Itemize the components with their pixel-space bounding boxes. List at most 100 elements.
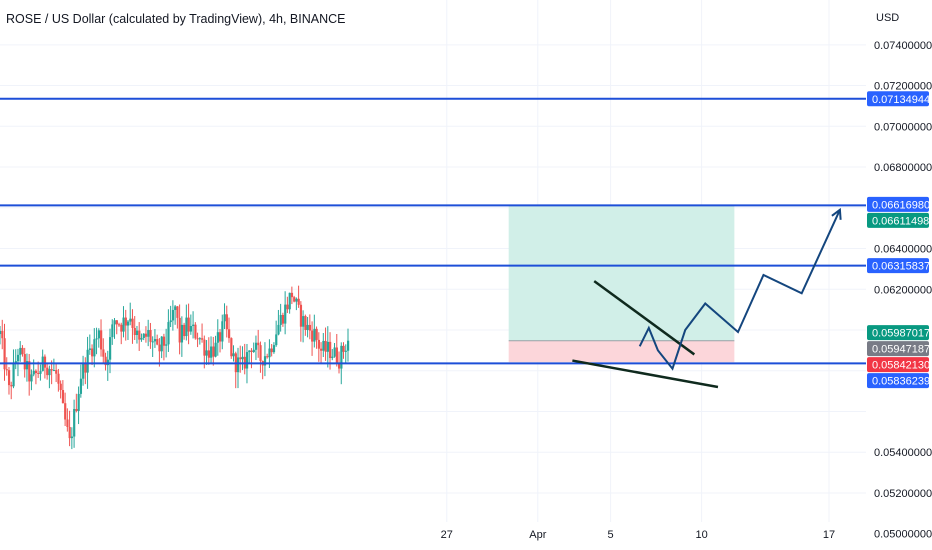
candle-body bbox=[286, 304, 289, 310]
candle-body bbox=[266, 356, 269, 358]
candle-body bbox=[290, 292, 294, 298]
candle-body bbox=[205, 350, 208, 356]
time-tick-label: 17 bbox=[823, 529, 835, 541]
candle-body bbox=[61, 390, 65, 404]
triangle-lower-line[interactable] bbox=[572, 359, 719, 389]
price-badge bbox=[867, 357, 929, 373]
loss-zone[interactable] bbox=[508, 340, 735, 363]
price-badge bbox=[867, 341, 929, 357]
candle-body bbox=[295, 298, 298, 302]
triangle-upper-line[interactable] bbox=[593, 280, 696, 356]
candle-body bbox=[272, 345, 276, 353]
candle-body bbox=[64, 403, 67, 420]
candle-body bbox=[277, 324, 280, 335]
candle-body bbox=[259, 345, 262, 361]
candle-body bbox=[178, 317, 181, 343]
time-axis-background bbox=[0, 522, 866, 550]
candle-body bbox=[187, 317, 190, 332]
candle-body bbox=[75, 408, 78, 411]
candle-body bbox=[189, 325, 193, 332]
candle-body bbox=[142, 333, 145, 338]
time-tick-label: 10 bbox=[695, 529, 707, 541]
profit-zone[interactable] bbox=[508, 205, 735, 341]
candle-body bbox=[171, 309, 175, 321]
price-tick-label: 0.05200000 bbox=[874, 488, 932, 500]
candle-body bbox=[48, 369, 51, 376]
candle-body bbox=[335, 347, 338, 364]
candle-body bbox=[326, 341, 329, 352]
candle-body bbox=[225, 314, 228, 330]
price-badge-label: 0.05842130 bbox=[872, 360, 930, 372]
candle-body bbox=[320, 348, 323, 351]
candle-body bbox=[21, 347, 24, 355]
candle-body bbox=[46, 367, 49, 376]
candle-body bbox=[317, 339, 321, 349]
candle-body bbox=[196, 338, 199, 340]
candle-body bbox=[68, 427, 71, 439]
candle-body bbox=[270, 348, 273, 353]
candle-body bbox=[124, 317, 127, 326]
candle-body bbox=[16, 354, 20, 362]
price-tick-label: 0.07400000 bbox=[874, 40, 932, 52]
candle-body bbox=[324, 340, 327, 352]
candle-body bbox=[254, 342, 258, 350]
price-badge bbox=[867, 258, 929, 274]
candle-body bbox=[104, 356, 107, 366]
candle-body bbox=[30, 374, 33, 382]
price-badge-label: 0.05987017 bbox=[872, 328, 930, 340]
candle-body bbox=[180, 324, 184, 343]
candle-body bbox=[288, 292, 291, 310]
candle-body bbox=[245, 352, 249, 369]
candle-body bbox=[198, 338, 202, 340]
candle-body bbox=[194, 324, 197, 339]
candle-body bbox=[236, 357, 240, 373]
candle-body bbox=[147, 330, 150, 337]
candle-body bbox=[275, 334, 278, 346]
price-tick-label: 0.05400000 bbox=[874, 447, 932, 459]
candle-body bbox=[140, 337, 143, 340]
price-badge bbox=[867, 325, 929, 341]
price-tick-label: 0.05000000 bbox=[874, 529, 932, 541]
candle-body bbox=[25, 361, 29, 370]
candle-body bbox=[113, 320, 116, 325]
candle-body bbox=[126, 321, 130, 326]
candle-body bbox=[70, 436, 74, 439]
candle-body bbox=[174, 306, 177, 310]
candle-body bbox=[185, 317, 188, 337]
price-tick-label: 0.06200000 bbox=[874, 284, 932, 296]
candle-body bbox=[344, 350, 347, 352]
candle-body bbox=[23, 354, 26, 370]
candle-body bbox=[144, 333, 148, 337]
grid bbox=[0, 0, 866, 535]
candle-body bbox=[167, 322, 170, 345]
candle-body bbox=[14, 361, 17, 364]
candle-body bbox=[219, 332, 222, 342]
candle-body bbox=[331, 356, 334, 359]
candle-body bbox=[293, 297, 296, 302]
candle-body bbox=[221, 321, 224, 342]
candle-body bbox=[313, 328, 316, 342]
candle-body bbox=[299, 304, 303, 327]
candles bbox=[0, 285, 350, 450]
candle-body bbox=[153, 339, 157, 342]
projection-path[interactable] bbox=[638, 209, 841, 371]
candle-body bbox=[216, 332, 219, 343]
candle-body bbox=[5, 369, 8, 371]
price-tick-label: 0.07000000 bbox=[874, 121, 932, 133]
price-tick-label: 0.07200000 bbox=[874, 81, 932, 93]
candle-body bbox=[308, 324, 312, 331]
candle-body bbox=[212, 346, 215, 357]
candle-body bbox=[115, 320, 118, 325]
candle-body bbox=[268, 348, 271, 358]
candle-body bbox=[59, 383, 62, 391]
candle-body bbox=[223, 314, 226, 322]
time-tick-label: 27 bbox=[441, 529, 453, 541]
candle-body bbox=[149, 330, 152, 342]
candle-body bbox=[333, 347, 336, 357]
candle-body bbox=[207, 350, 210, 358]
candle-body bbox=[82, 362, 85, 379]
candle-body bbox=[228, 329, 231, 339]
candle-body bbox=[302, 316, 305, 327]
candle-body bbox=[111, 324, 114, 338]
